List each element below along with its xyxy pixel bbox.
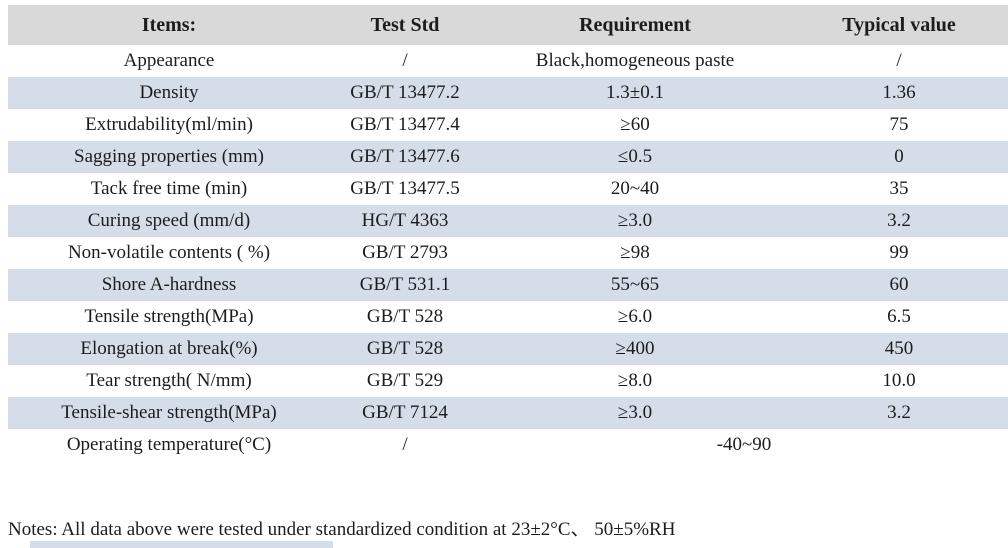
cell-test-std: GB/T 7124 (330, 397, 480, 429)
table-body: Appearance / Black,homogeneous paste / Densi… (8, 45, 1008, 461)
cell-test-std: HG/T 4363 (330, 205, 480, 237)
cell-requirement: ≥8.0 (617, 370, 653, 391)
table-row: Density GB/T 13477.2 1.3±0.1 1.36 (8, 77, 1008, 109)
cell-requirement-span: -40~90 (716, 434, 772, 455)
cell-test-std: GB/T 529 (366, 370, 444, 391)
table-row: Appearance / Black,homogeneous paste / (8, 45, 1008, 77)
cell-item: Tear strength( N/mm) (86, 370, 252, 391)
cell-item: Density (8, 77, 330, 109)
cell-requirement: 55~65 (480, 269, 790, 301)
table-row: Operating temperature(°C) / -40~90 (8, 429, 1008, 461)
cutoff-next-row-strip (30, 541, 333, 548)
cell-test-std: GB/T 531.1 (330, 269, 480, 301)
cell-requirement: ≥3.0 (480, 205, 790, 237)
cell-requirement: ≥60 (620, 114, 650, 135)
table-row: Tensile-shear strength(MPa) GB/T 7124 ≥3.0… (8, 397, 1008, 429)
cell-test-std: GB/T 13477.4 (350, 114, 460, 135)
cell-test-std: GB/T 13477.2 (330, 77, 480, 109)
table-row: Curing speed (mm/d) HG/T 4363 ≥3.0 3.2 (8, 205, 1008, 237)
cell-typical-value: 0 (790, 141, 1008, 173)
cell-typical-value: 99 (889, 242, 909, 263)
cell-requirement: ≥3.0 (480, 397, 790, 429)
cell-test-std: GB/T 13477.5 (350, 178, 460, 199)
header-items: Items: (8, 5, 330, 45)
cell-requirement: ≥400 (480, 333, 790, 365)
table-row: Tensile strength(MPa) GB/T 528 ≥6.0 6.5 (8, 301, 1008, 333)
cell-typical-value: / (896, 50, 902, 71)
cell-typical-value: 6.5 (887, 306, 911, 327)
table-row: Tack free time (min) GB/T 13477.5 20~40 35 (8, 173, 1008, 205)
cell-item: Tensile strength(MPa) (84, 306, 254, 327)
cell-item: Tensile-shear strength(MPa) (8, 397, 330, 429)
cell-typical-value: 35 (889, 178, 909, 199)
table-row: Extrudability(ml/min) GB/T 13477.4 ≥60 75 (8, 109, 1008, 141)
cell-test-std: GB/T 528 (366, 306, 444, 327)
cell-test-std: / (402, 50, 408, 71)
cell-typical-value: 3.2 (790, 397, 1008, 429)
table-row: Non-volatile contents ( %) GB/T 2793 ≥98 99 (8, 237, 1008, 269)
cell-requirement: ≤0.5 (480, 141, 790, 173)
cell-item: Appearance (123, 50, 215, 71)
cell-item: Tack free time (min) (90, 178, 248, 199)
table-row: Elongation at break(%) GB/T 528 ≥400 450 (8, 333, 1008, 365)
cell-typical-value: 450 (790, 333, 1008, 365)
cell-typical-value: 3.2 (790, 205, 1008, 237)
cell-item: Operating temperature(°C) (66, 434, 272, 455)
table-row: Shore A-hardness GB/T 531.1 55~65 60 (8, 269, 1008, 301)
cell-typical-value: 1.36 (790, 77, 1008, 109)
spec-table: Items: Test Std Requirement Typical valu… (8, 5, 1008, 461)
cell-typical-value: 75 (889, 114, 909, 135)
notes-text: Notes: All data above were tested under … (8, 519, 676, 540)
table-row: Sagging properties (mm) GB/T 13477.6 ≤0.5 0 (8, 141, 1008, 173)
cell-item: Shore A-hardness (8, 269, 330, 301)
header-typical-value: Typical value (790, 5, 1008, 45)
cell-typical-value: 60 (790, 269, 1008, 301)
cell-test-std: GB/T 2793 (362, 242, 448, 263)
cell-requirement: 1.3±0.1 (480, 77, 790, 109)
table-header: Items: Test Std Requirement Typical valu… (8, 5, 1008, 45)
cell-test-std: / (402, 434, 408, 455)
cell-test-std: GB/T 13477.6 (330, 141, 480, 173)
cell-typical-value: 10.0 (882, 370, 916, 391)
header-row: Items: Test Std Requirement Typical valu… (8, 5, 1008, 45)
table-row: Tear strength( N/mm) GB/T 529 ≥8.0 10.0 (8, 365, 1008, 397)
cell-requirement: ≥6.0 (617, 306, 653, 327)
header-requirement: Requirement (480, 5, 790, 45)
cell-item: Sagging properties (mm) (8, 141, 330, 173)
cell-requirement: ≥98 (620, 242, 650, 263)
cell-item: Extrudability(ml/min) (85, 114, 253, 135)
cell-test-std: GB/T 528 (330, 333, 480, 365)
header-test-std: Test Std (330, 5, 480, 45)
cell-requirement: 20~40 (610, 178, 660, 199)
cell-item: Elongation at break(%) (8, 333, 330, 365)
cell-requirement: Black,homogeneous paste (535, 50, 735, 71)
cell-item: Curing speed (mm/d) (8, 205, 330, 237)
cell-item: Non-volatile contents ( %) (67, 242, 271, 263)
